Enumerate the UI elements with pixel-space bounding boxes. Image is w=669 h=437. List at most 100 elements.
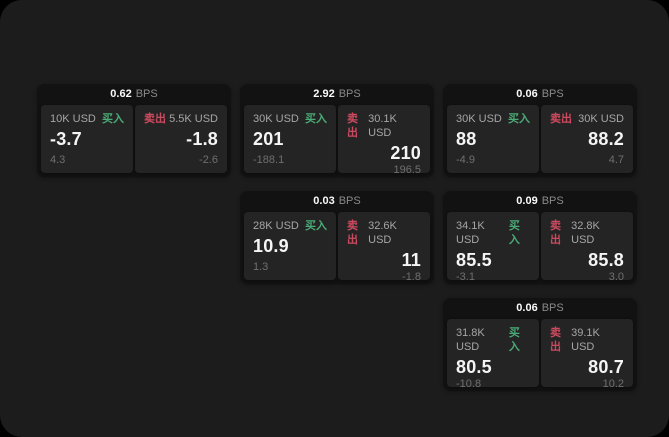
bps-value: 0.62 [110,88,132,100]
buy-change: -188.1 [253,154,285,166]
buy-panel-top: 34.1K USD 买入 [456,219,530,247]
sell-price: 80.7 [588,357,624,377]
card-header: 0.03 BPS [244,191,430,212]
sell-price: -1.8 [186,129,218,149]
buy-notional-amount: 28K USD [253,220,299,232]
sell-change: 3.0 [608,271,624,283]
buy-panel[interactable]: 31.8K USD 买入 80.5 -10.8 [447,319,539,390]
buy-panel-top: 28K USD 买入 [253,219,327,233]
sell-panel-top: 卖出 32.8K USD [550,219,624,247]
sell-notional-amount: 39.1K USD [571,327,600,353]
quote-card: 0.06 BPS 30K USD 买入 88 -4.9 卖出 30K USD 8… [443,84,637,177]
quote-card: 0.06 BPS 31.8K USD 买入 80.5 -10.8 卖出 39.1… [443,298,637,391]
sell-panel[interactable]: 卖出 32.8K USD 85.8 3.0 [541,212,633,283]
buy-price: -3.7 [50,129,82,149]
buy-notional-amount: 31.8K USD [456,327,485,353]
quote-card: 2.92 BPS 30K USD 买入 201 -188.1 卖出 30.1K … [240,84,434,177]
sell-change: 10.2 [602,378,624,390]
quote-panels: 34.1K USD 买入 85.5 -3.1 卖出 32.8K USD 85.8… [447,212,633,283]
quote-panels: 10K USD 买入 -3.7 4.3 卖出 5.5K USD -1.8 -2.… [41,105,227,173]
sell-change: -1.8 [402,271,421,283]
bps-value: 0.06 [516,88,538,100]
buy-side-label: 买入 [508,220,520,246]
card-header: 0.09 BPS [447,191,633,212]
sell-panel-top: 卖出 39.1K USD [550,326,624,354]
quote-panels: 28K USD 买入 10.9 1.3 卖出 32.6K USD 11 -1.8 [244,212,430,283]
buy-panel[interactable]: 28K USD 买入 10.9 1.3 [244,212,336,280]
sell-change: -2.6 [199,154,218,166]
buy-change: -10.8 [456,378,482,390]
quote-grid: 0.62 BPS 10K USD 买入 -3.7 4.3 卖出 5.5K USD… [37,84,637,391]
bps-unit-label: BPS [541,195,564,207]
quote-card: 0.03 BPS 28K USD 买入 10.9 1.3 卖出 32.6K US… [240,191,434,284]
buy-price: 201 [253,129,284,149]
sell-notional-amount: 30K USD [578,113,624,125]
bps-unit-label: BPS [541,88,564,100]
sell-side-label: 卖出 [550,113,572,125]
buy-panel-top: 30K USD 买入 [456,112,530,126]
buy-notional-amount: 10K USD [50,113,96,125]
buy-notional-amount: 30K USD [456,113,502,125]
bps-value: 0.03 [313,195,335,207]
buy-notional-amount: 34.1K USD [456,220,485,246]
sell-side-label: 卖出 [347,113,358,139]
buy-panel[interactable]: 10K USD 买入 -3.7 4.3 [41,105,133,173]
sell-side-label: 卖出 [144,113,166,125]
buy-change: -3.1 [456,271,475,283]
sell-price: 11 [401,250,421,270]
sell-panel[interactable]: 卖出 32.6K USD 11 -1.8 [338,212,430,283]
buy-panel[interactable]: 30K USD 买入 88 -4.9 [447,105,539,173]
sell-price: 210 [390,143,421,163]
sell-side-label: 卖出 [550,220,561,246]
buy-change: 4.3 [50,154,66,166]
quote-panels: 31.8K USD 买入 80.5 -10.8 卖出 39.1K USD 80.… [447,319,633,390]
quote-panels: 30K USD 买入 88 -4.9 卖出 30K USD 88.2 4.7 [447,105,633,173]
buy-side-label: 买入 [305,220,327,232]
card-header: 2.92 BPS [244,84,430,105]
buy-price: 88 [456,129,477,149]
card-header: 0.06 BPS [447,298,633,319]
bps-value: 0.09 [516,195,538,207]
buy-panel[interactable]: 34.1K USD 买入 85.5 -3.1 [447,212,539,283]
sell-panel[interactable]: 卖出 30K USD 88.2 4.7 [541,105,633,173]
sell-notional-amount: 32.8K USD [571,220,600,246]
buy-price: 10.9 [253,236,289,256]
sell-panel[interactable]: 卖出 5.5K USD -1.8 -2.6 [135,105,227,173]
buy-change: 1.3 [253,261,269,273]
sell-panel[interactable]: 卖出 30.1K USD 210 196.5 [338,105,430,176]
sell-panel-top: 卖出 5.5K USD [144,112,218,126]
sell-side-label: 卖出 [347,220,358,246]
sell-panel-top: 卖出 30K USD [550,112,624,126]
bps-unit-label: BPS [338,195,361,207]
sell-notional-amount: 30.1K USD [368,113,397,139]
buy-price: 85.5 [456,250,492,270]
buy-side-label: 买入 [102,113,124,125]
bps-unit-label: BPS [541,302,564,314]
buy-panel[interactable]: 30K USD 买入 201 -188.1 [244,105,336,173]
sell-price: 88.2 [588,129,624,149]
buy-side-label: 买入 [305,113,327,125]
quote-card: 0.09 BPS 34.1K USD 买入 85.5 -3.1 卖出 32.8K… [443,191,637,284]
buy-change: -4.9 [456,154,475,166]
sell-panel[interactable]: 卖出 39.1K USD 80.7 10.2 [541,319,633,390]
buy-panel-top: 10K USD 买入 [50,112,124,126]
bps-value: 0.06 [516,302,538,314]
quote-panels: 30K USD 买入 201 -188.1 卖出 30.1K USD 210 1… [244,105,430,176]
buy-notional-amount: 30K USD [253,113,299,125]
buy-side-label: 买入 [508,113,530,125]
bps-unit-label: BPS [135,88,158,100]
bps-value: 2.92 [313,88,335,100]
sell-notional-amount: 32.6K USD [368,220,397,246]
card-header: 0.06 BPS [447,84,633,105]
sell-change: 196.5 [393,164,421,176]
sell-change: 4.7 [608,154,624,166]
sell-side-label: 卖出 [550,327,561,353]
sell-panel-top: 卖出 32.6K USD [347,219,421,247]
card-header: 0.62 BPS [41,84,227,105]
sell-notional-amount: 5.5K USD [169,113,218,125]
bps-unit-label: BPS [338,88,361,100]
sell-price: 85.8 [588,250,624,270]
buy-panel-top: 31.8K USD 买入 [456,326,530,354]
buy-side-label: 买入 [508,327,520,353]
